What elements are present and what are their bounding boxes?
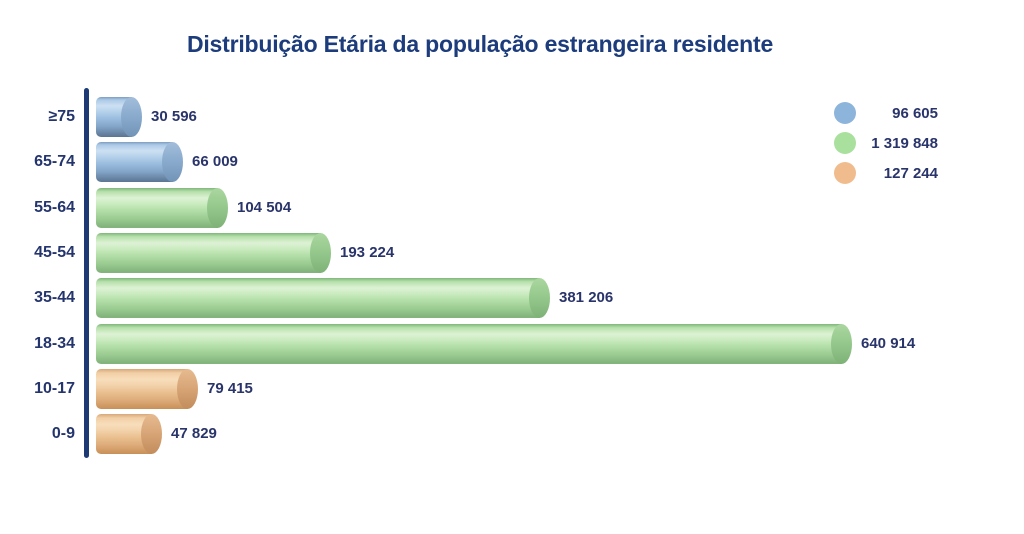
bar-55-64 xyxy=(96,188,228,228)
bar-row: 45-54 193 224 xyxy=(0,233,1024,273)
bar-body xyxy=(96,233,321,273)
legend-value: 96 605 xyxy=(892,104,938,122)
bar-body xyxy=(96,278,540,318)
category-label: 35-44 xyxy=(34,289,75,306)
legend-dot-minor xyxy=(834,162,856,184)
bar-45-54 xyxy=(96,233,331,273)
plot-area: ≥75 30 596 65-74 66 009 55-64 104 504 45-54 193… xyxy=(0,97,1024,497)
bar-row: 35-44 381 206 xyxy=(0,278,1024,318)
bar-body xyxy=(96,142,173,182)
category-label: 10-17 xyxy=(34,380,75,397)
category-label: ≥75 xyxy=(48,108,75,125)
bar-18-34 xyxy=(96,324,852,364)
bar-cap xyxy=(141,414,162,454)
category-label: 55-64 xyxy=(34,199,75,216)
bar-65-74 xyxy=(96,142,183,182)
bar-cap xyxy=(831,324,852,364)
legend-value: 1 319 848 xyxy=(871,134,938,152)
value-label: 47 829 xyxy=(171,425,217,442)
bar-row: 0-9 47 829 xyxy=(0,414,1024,454)
legend-value: 127 244 xyxy=(883,164,938,182)
value-label: 30 596 xyxy=(151,108,197,125)
bar-body xyxy=(96,324,842,364)
category-label: 45-54 xyxy=(34,244,75,261)
bar-cap xyxy=(529,278,550,318)
bar-35-44 xyxy=(96,278,550,318)
bar-row: 65-74 66 009 xyxy=(0,142,1024,182)
value-label: 640 914 xyxy=(861,335,916,352)
value-label: 193 224 xyxy=(340,244,395,261)
bar-row: 18-34 640 914 xyxy=(0,324,1024,364)
legend: 96 605 1 319 848 127 244 xyxy=(834,98,944,188)
legend-item: 1 319 848 xyxy=(834,128,944,158)
legend-dot-adult xyxy=(834,132,856,154)
legend-item: 96 605 xyxy=(834,98,944,128)
bar-cap xyxy=(207,188,228,228)
value-label: 66 009 xyxy=(192,153,238,170)
legend-dot-senior xyxy=(834,102,856,124)
legend-item: 127 244 xyxy=(834,158,944,188)
bar-row: 10-17 79 415 xyxy=(0,369,1024,409)
y-axis-line xyxy=(84,88,89,458)
bar--75 xyxy=(96,97,142,137)
chart-title: Distribuição Etária da população estrang… xyxy=(186,31,774,57)
value-label: 381 206 xyxy=(559,289,614,306)
bar-cap xyxy=(121,97,142,137)
bar-body xyxy=(96,188,218,228)
bar-cap xyxy=(310,233,331,273)
value-label: 79 415 xyxy=(207,380,253,397)
bar-body xyxy=(96,369,188,409)
category-label: 18-34 xyxy=(34,335,75,352)
category-label: 65-74 xyxy=(34,153,75,170)
bar-10-17 xyxy=(96,369,198,409)
category-label: 0-9 xyxy=(51,425,75,442)
bar-cap xyxy=(162,142,183,182)
bar-cap xyxy=(177,369,198,409)
value-label: 104 504 xyxy=(237,199,292,216)
bar-row: ≥75 30 596 xyxy=(0,97,1024,137)
bar-0-9 xyxy=(96,414,162,454)
bar-row: 55-64 104 504 xyxy=(0,188,1024,228)
